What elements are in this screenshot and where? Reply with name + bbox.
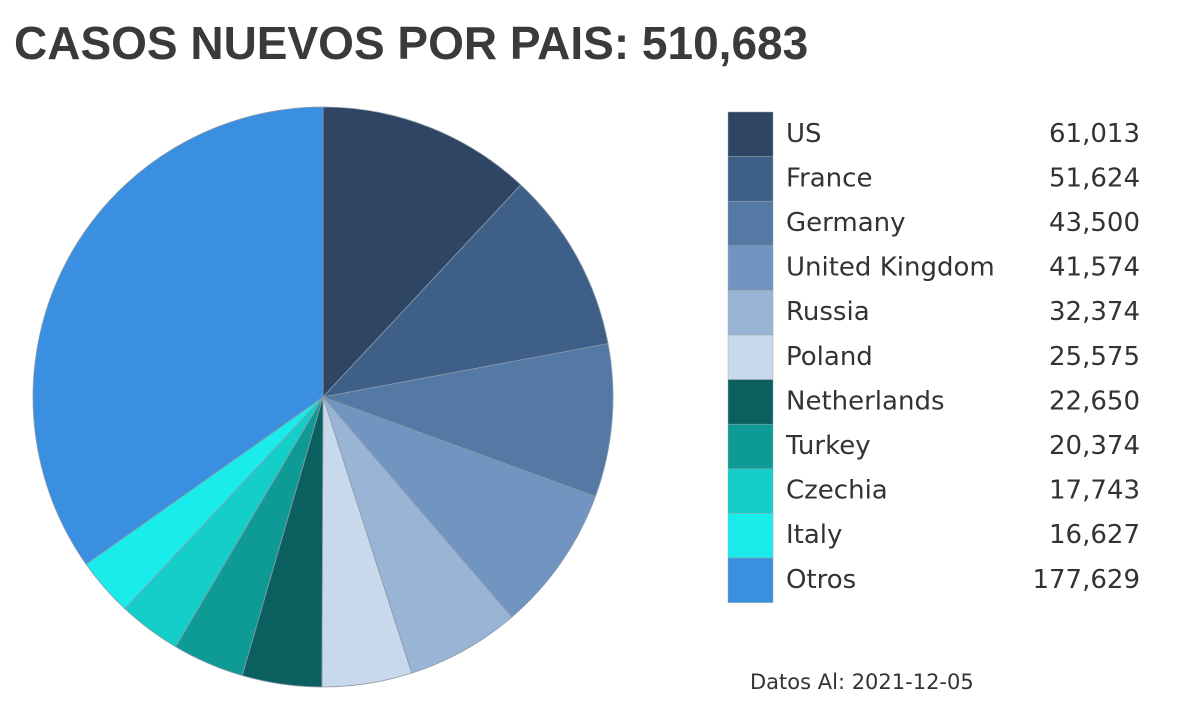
pie-slice [321, 343, 614, 498]
pie-slice [32, 106, 324, 565]
legend-value: 22,650 [1049, 386, 1140, 416]
legend-label: Poland [786, 342, 873, 372]
legend-swatch [727, 156, 774, 202]
legend-value: 16,627 [1049, 520, 1140, 550]
legend-label: Otros [786, 565, 856, 595]
legend-label: US [786, 119, 822, 149]
legend-label: United Kingdom [786, 253, 995, 283]
legend-value: 20,374 [1049, 431, 1140, 461]
pie-slice [321, 396, 596, 618]
chart-title: CASOS NUEVOS POR PAIS: 510,683 [14, 17, 808, 69]
legend-swatch [727, 334, 774, 380]
legend-swatch [727, 513, 774, 559]
legend-label: France [786, 163, 872, 193]
legend-value: 17,743 [1049, 476, 1140, 506]
legend-swatch [727, 379, 774, 425]
pie-slice [322, 396, 513, 674]
date-note: Datos Al: 2021-12-05 [750, 670, 974, 694]
legend-value: 41,574 [1049, 253, 1140, 283]
legend-swatch [727, 200, 774, 247]
legend-value: 177,629 [1032, 565, 1140, 595]
legend-swatch [727, 423, 774, 470]
pie-slice [322, 106, 522, 399]
legend-label: Russia [786, 297, 870, 327]
legend-label: Czechia [786, 476, 888, 506]
legend-label: Netherlands [786, 386, 945, 416]
pie-slice [321, 184, 609, 398]
legend-label: Turkey [785, 431, 871, 461]
legend-value: 51,624 [1049, 163, 1140, 193]
legend-value: 43,500 [1049, 208, 1140, 238]
legend-swatch [727, 111, 774, 157]
legend-swatch [727, 557, 774, 603]
legend-label: Germany [786, 208, 906, 238]
legend-value: 61,013 [1049, 119, 1140, 149]
legend-label: Italy [786, 520, 842, 550]
legend-swatch [727, 290, 774, 336]
legend-value: 25,575 [1049, 342, 1140, 372]
legend-swatch [727, 468, 774, 514]
legend-value: 32,374 [1049, 297, 1140, 327]
legend-swatch [727, 245, 774, 291]
